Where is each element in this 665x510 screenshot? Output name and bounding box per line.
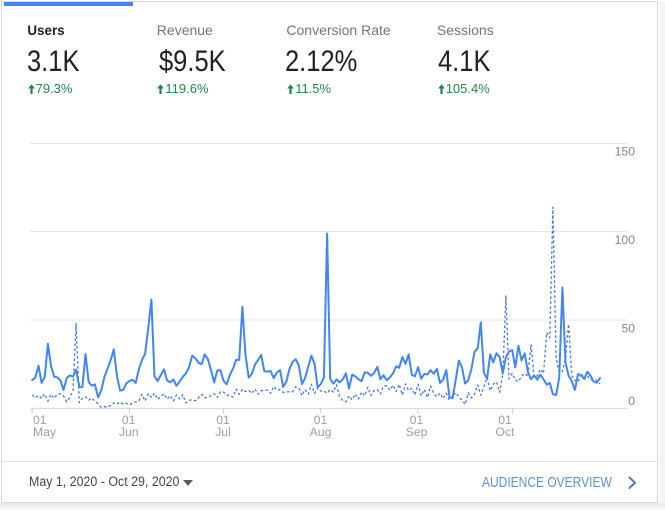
svg-text:100: 100: [615, 233, 636, 247]
svg-text:01: 01: [410, 413, 424, 427]
svg-text:150: 150: [615, 144, 636, 158]
svg-text:01: 01: [122, 413, 136, 427]
svg-text:Jun: Jun: [119, 425, 139, 439]
svg-text:May: May: [33, 425, 57, 439]
svg-text:01: 01: [314, 413, 328, 427]
svg-text:Jul: Jul: [215, 425, 231, 439]
svg-text:Sep: Sep: [406, 425, 428, 439]
svg-text:01: 01: [33, 413, 47, 427]
svg-text:Oct: Oct: [496, 425, 516, 439]
svg-text:01: 01: [498, 413, 512, 427]
svg-text:Aug: Aug: [310, 425, 332, 439]
svg-text:0: 0: [628, 394, 635, 408]
svg-text:50: 50: [621, 321, 635, 335]
svg-text:01: 01: [216, 413, 230, 427]
